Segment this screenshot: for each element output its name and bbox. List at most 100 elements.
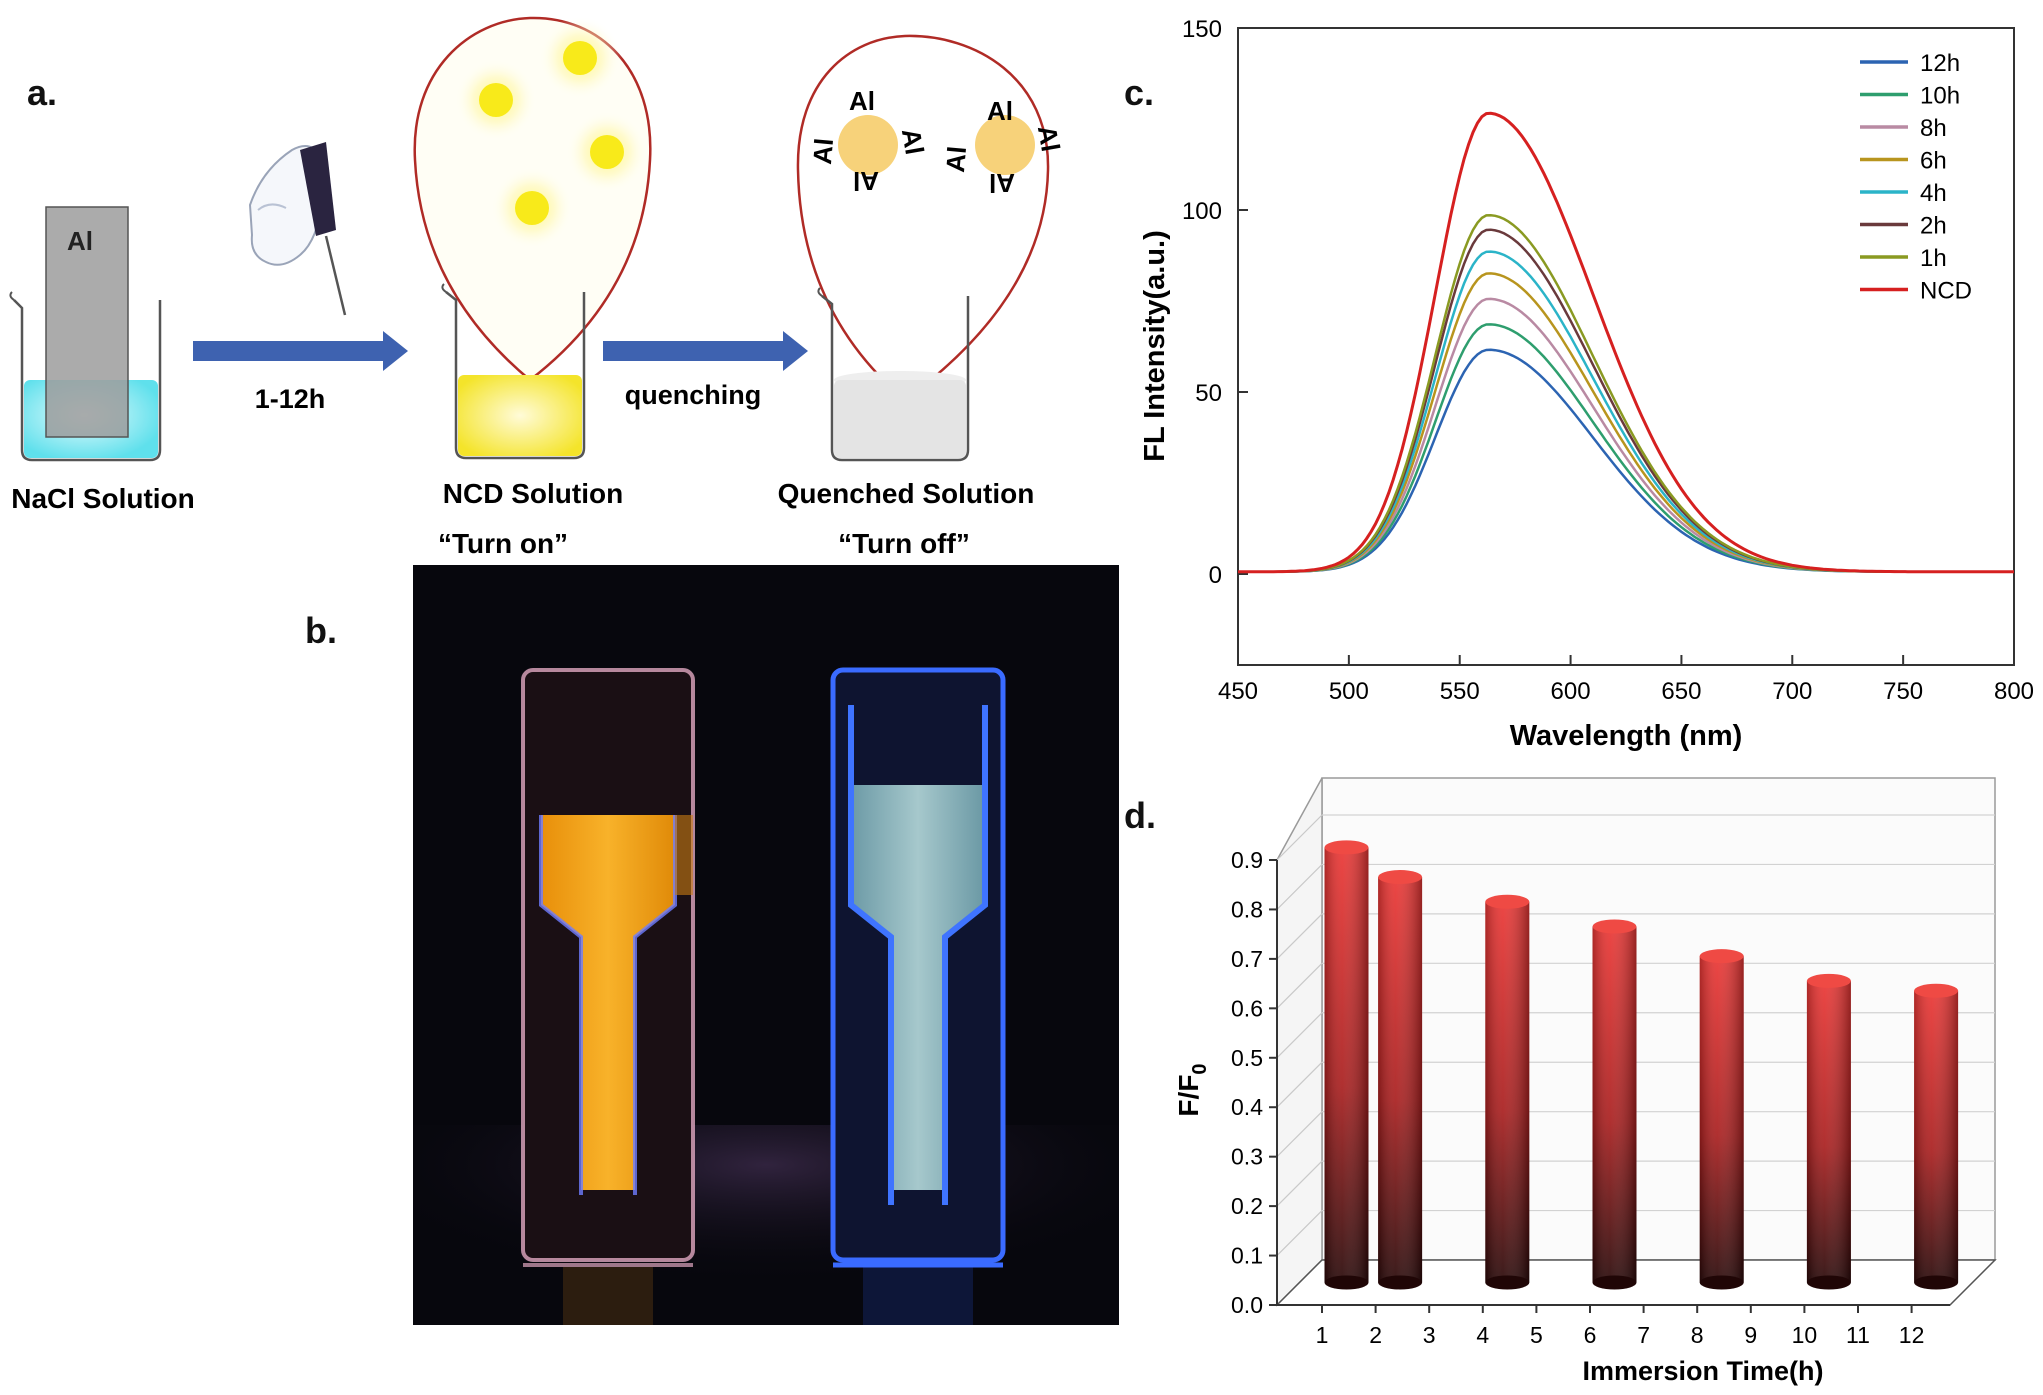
legend-label: 1h (1920, 245, 1947, 272)
x-tick-label: 10 (1792, 1322, 1818, 1348)
ncd-beaker (441, 283, 586, 460)
arrow2-label: quenching (625, 380, 762, 410)
cuvette-turn-on (521, 668, 695, 1325)
x-tick-label: 700 (1772, 678, 1812, 705)
gridline-side (1276, 962, 1323, 1009)
x-tick-label: 450 (1218, 678, 1258, 705)
svg-text:Al: Al (940, 145, 972, 174)
legend-label: 2h (1920, 213, 1947, 240)
x-tick-label: 12 (1899, 1322, 1925, 1348)
y-tick-label: 0 (1209, 562, 1222, 589)
pipette-glove-icon (248, 142, 347, 316)
quenched-particle-labels: Al Al Al Al Al Al Al Al (807, 86, 1066, 198)
cuvette-turn-off (830, 667, 1006, 1325)
y-tick-label: 0.8 (1231, 896, 1263, 922)
x-tick-label: 8 (1691, 1322, 1704, 1348)
y-tick-label: 150 (1182, 16, 1222, 43)
cuvette-photo (413, 565, 1119, 1325)
x-tick-label: 600 (1551, 678, 1591, 705)
x-axis-label: Wavelength (nm) (1510, 720, 1743, 752)
x-tick-label: 550 (1440, 678, 1480, 705)
nacl-beaker: Al (9, 206, 162, 462)
svg-text:Al: Al (987, 96, 1013, 126)
x-tick-label: 3 (1423, 1322, 1436, 1348)
series-line-2h (1238, 228, 2014, 574)
x-tick-label: 5 (1530, 1322, 1543, 1348)
arrow-1 (193, 331, 408, 371)
y-tick-label: 0.0 (1231, 1292, 1263, 1318)
svg-text:Al: Al (989, 168, 1015, 198)
svg-text:Al: Al (807, 137, 839, 166)
x-tick-label: 650 (1661, 678, 1701, 705)
y-tick-label: 0.4 (1231, 1094, 1263, 1120)
x-tick-label: 800 (1994, 678, 2034, 705)
side-wall (1276, 777, 1323, 1307)
panel-label-c: c. (1124, 72, 1155, 113)
back-wall (1321, 777, 1996, 1261)
gridline-side (1276, 1111, 1323, 1158)
y-tick-label: 0.1 (1231, 1243, 1263, 1269)
arrow1-label: 1-12h (255, 384, 326, 414)
y-tick-label: 0.5 (1231, 1045, 1263, 1071)
series-line-4h (1238, 250, 2014, 574)
y-tick-label: 100 (1182, 198, 1222, 225)
gridline-side (1276, 814, 1323, 861)
panel-label-a: a. (27, 72, 58, 113)
aluminum-plate (45, 206, 129, 438)
plot-frame (1237, 27, 2015, 666)
bar-8h (1699, 949, 1744, 1290)
bar-4h (1485, 894, 1530, 1290)
x-tick-label: 11 (1846, 1322, 1870, 1348)
svg-text:Al: Al (849, 86, 875, 116)
y-tick-label: 0.9 (1231, 847, 1263, 873)
metal-label: Al (67, 226, 93, 256)
panel-label-d: d. (1124, 795, 1156, 836)
beaker2-caption: NCD Solution (443, 478, 623, 509)
legend-label: 8h (1920, 115, 1947, 142)
arrow-2 (603, 331, 808, 371)
x-tick-label: 500 (1329, 678, 1369, 705)
scheme-illustration: Al NaCl Solution 1-12h NCD Solution “Tur… (9, 16, 1066, 559)
ncd-liquid (458, 375, 582, 456)
chart-fl-spectra: 450 500 550 600 650 700 750 800 0 50 100 150 12h 10h… (1139, 16, 2034, 752)
gridline-side (1276, 1012, 1323, 1059)
gridline-side (1276, 1210, 1323, 1256)
series-line-1h (1238, 213, 2014, 574)
svg-text:Al: Al (853, 166, 879, 196)
gridline-side (1276, 864, 1323, 910)
y-tick-label: 0.2 (1231, 1193, 1263, 1219)
y-axis-label: FL Intensity(a.u.) (1139, 230, 1171, 461)
x-tick-label: 750 (1883, 678, 1923, 705)
y-axis-label: F/F0 (1173, 1063, 1211, 1116)
beaker1-caption: NaCl Solution (11, 483, 195, 514)
chart-ff0-bars: 0.00.10.20.30.40.50.60.70.80.91 2 3 4 5 6 7 8 9 1… (1173, 777, 1997, 1386)
x-tick-label: 4 (1476, 1322, 1489, 1348)
bar-1h (1324, 840, 1369, 1290)
x-tick-label: 1 (1316, 1322, 1329, 1348)
series-line-NCD (1238, 111, 2014, 574)
x-tick-label: 2 (1369, 1322, 1382, 1348)
beaker3-state: “Turn off” (838, 528, 970, 559)
quenched-bubble (796, 34, 1050, 402)
panel-label-b: b. (305, 610, 337, 651)
bar-12h (1914, 983, 1959, 1290)
gridline-side (1276, 913, 1323, 960)
legend-label: 6h (1920, 148, 1947, 175)
legend-label: 4h (1920, 180, 1947, 207)
x-tick-label: 6 (1584, 1322, 1597, 1348)
quenched-beaker (817, 287, 970, 462)
bar-10h (1806, 973, 1851, 1290)
y-tick-label: 0.3 (1231, 1144, 1263, 1170)
gridline-side (1276, 1061, 1323, 1108)
ncd-bubble (413, 16, 652, 382)
legend-label: NCD (1920, 278, 1972, 305)
x-axis-label: Immersion Time(h) (1582, 1356, 1823, 1386)
legend-label: 12h (1920, 50, 1960, 77)
gridline-side (1276, 1160, 1323, 1207)
y-tick-label: 0.7 (1231, 946, 1263, 972)
x-tick-label: 9 (1744, 1322, 1757, 1348)
legend-label: 10h (1920, 83, 1960, 110)
svg-text:Al: Al (1032, 123, 1066, 154)
svg-text:Al: Al (896, 126, 930, 157)
y-tick-label: 50 (1195, 380, 1222, 407)
